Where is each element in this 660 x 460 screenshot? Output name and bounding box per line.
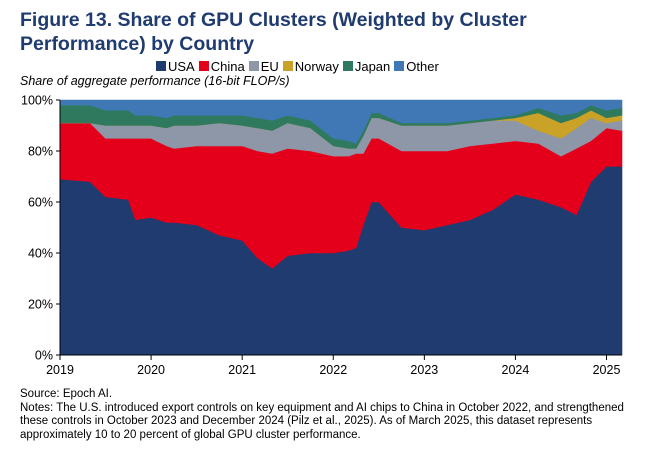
x-tick-label: 2023 — [410, 363, 438, 377]
legend-swatch-usa — [156, 61, 166, 71]
legend-label-usa: USA — [168, 58, 195, 74]
legend-label-norway: Norway — [294, 58, 339, 74]
x-tick-label: 2020 — [137, 363, 165, 377]
legend-swatch-japan — [342, 61, 353, 71]
x-tick-label: 2025 — [593, 363, 621, 377]
x-tick-label: 2024 — [502, 363, 530, 377]
x-tick-label: 2019 — [46, 363, 74, 377]
legend-item-eu: EU — [248, 58, 279, 74]
legend-swatch-china — [198, 61, 209, 71]
legend-swatch-other — [394, 61, 405, 71]
notes-text: Notes: The U.S. introduced export contro… — [20, 401, 624, 441]
legend-item-other: Other — [394, 59, 439, 74]
figure-title: Figure 13. Share of GPU Clusters (Weight… — [20, 9, 527, 55]
y-tick-label: 100% — [21, 94, 53, 108]
chart-subtitle: Share of aggregate performance (16-bit F… — [20, 74, 290, 88]
legend: USA China EU Norway Japan Other — [156, 58, 443, 74]
stacked-area-chart: 0% 20% 40% 60% 80% 100% 2019 2020 2021 2022 2023 20… — [21, 94, 623, 377]
y-tick-label: 40% — [28, 247, 53, 261]
legend-label-other: Other — [406, 58, 439, 74]
y-tick-label: 80% — [28, 145, 53, 159]
legend-label-japan: Japan — [354, 58, 391, 74]
area-other — [59, 99, 623, 144]
legend-swatch-eu — [248, 61, 259, 71]
legend-item-china: China — [198, 58, 245, 74]
source-note: Source: Epoch AI. — [20, 388, 113, 400]
legend-label-eu: EU — [260, 58, 279, 74]
y-tick-label: 20% — [28, 298, 53, 312]
legend-item-norway: Norway — [282, 58, 339, 74]
x-tick-label: 2022 — [319, 363, 347, 377]
footer: Source: Epoch AI. Notes: The U.S. introd… — [20, 388, 645, 442]
legend-item-usa: USA — [156, 59, 195, 74]
y-tick-label: 60% — [28, 196, 53, 210]
legend-label-china: China — [210, 58, 245, 74]
legend-item-japan: Japan — [342, 58, 391, 74]
x-tick-label: 2021 — [228, 363, 256, 377]
legend-swatch-norway — [282, 61, 293, 71]
y-tick-label: 0% — [35, 349, 53, 363]
